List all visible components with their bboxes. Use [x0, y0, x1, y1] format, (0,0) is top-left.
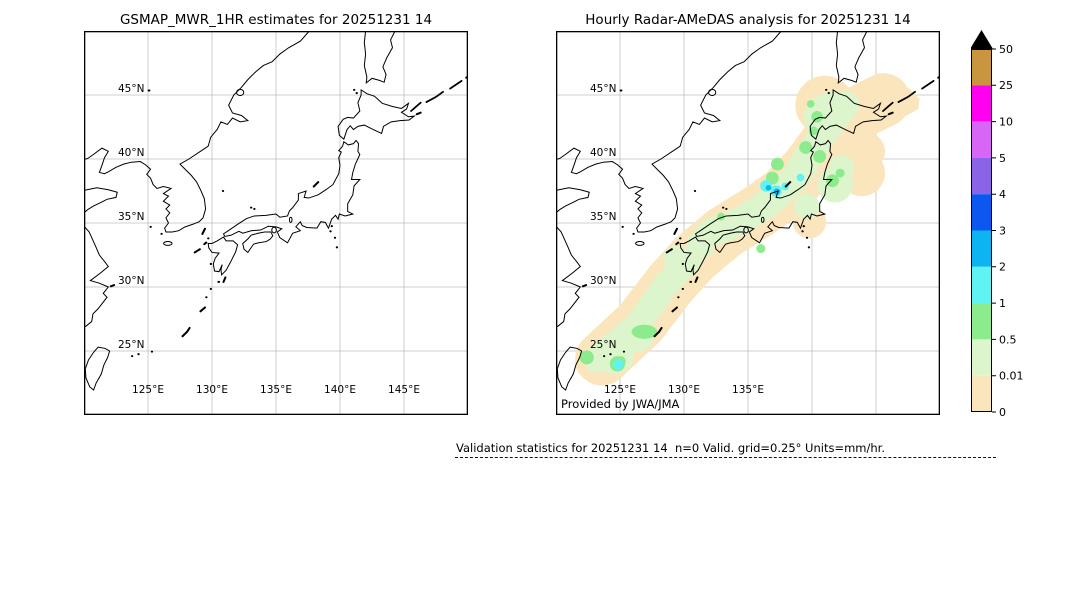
precip-spots-1-2 — [612, 173, 805, 370]
colorbar-overflow-arrow — [971, 30, 993, 49]
lat-label-40n: 40°N — [118, 147, 144, 159]
colorbar-segment — [971, 121, 992, 158]
lat-label-30n: 30°N — [590, 275, 616, 287]
colorbar-outline — [971, 49, 992, 412]
data-credit-text: Provided by JWA/JMA — [561, 397, 680, 411]
colorbar-segment — [971, 266, 992, 304]
colorbar-tick-marks — [992, 48, 996, 413]
colorbar-tick-label: 10 — [999, 116, 1013, 129]
colorbar-tick-label: 4 — [999, 188, 1006, 201]
colorbar-tick-label: 5 — [999, 152, 1006, 165]
left-map-title: GSMAP_MWR_1HR estimates for 20251231 14 — [119, 12, 433, 28]
map-border — [84, 31, 468, 415]
lon-label-125e: 125°E — [132, 384, 164, 396]
colorbar-segment — [971, 339, 992, 376]
lon-label-140e: 140°E — [324, 384, 356, 396]
lat-label-25n: 25°N — [590, 339, 616, 351]
lon-label-130e: 130°E — [196, 384, 228, 396]
colorbar-tick-label: 50 — [999, 43, 1013, 56]
left-map-axis-labels: 45°N 40°N 35°N 30°N 25°N 125°E 130°E 135… — [118, 83, 420, 396]
lat-label-40n: 40°N — [590, 147, 616, 159]
lon-label-145e: 145°E — [388, 384, 420, 396]
colorbar-segments — [971, 49, 992, 412]
grid-lines — [84, 31, 468, 415]
colorbar-segment — [971, 157, 992, 195]
gsmap-map-panel: 45°N 40°N 35°N 30°N 25°N 125°E 130°E 135… — [84, 31, 468, 415]
lat-label-45n: 45°N — [118, 83, 144, 95]
lon-label-130e: 130°E — [668, 384, 700, 396]
right-map-axis-labels: 45°N 40°N 35°N 30°N 25°N 125°E 130°E 135… — [590, 83, 764, 396]
colorbar: 50 25 10 5 4 3 2 1 0.5 0.01 0 — [971, 30, 1024, 416]
colorbar-segment — [971, 49, 992, 86]
colorbar-tick-labels: 50 25 10 5 4 3 2 1 0.5 0.01 0 — [999, 43, 1024, 416]
validation-stats-text: Validation statistics for 20251231 14 n=… — [456, 441, 885, 455]
map-border — [556, 31, 940, 415]
colorbar-segment — [971, 303, 992, 340]
lat-label-25n: 25°N — [118, 339, 144, 351]
separator-dashed-line — [455, 457, 996, 458]
colorbar-segment — [971, 230, 992, 267]
colorbar-segment — [971, 85, 992, 122]
radar-amedas-map-panel: 45°N 40°N 35°N 30°N 25°N 125°E 130°E 135… — [556, 31, 940, 415]
colorbar-segment — [971, 194, 992, 231]
colorbar-tick-label: 0.5 — [999, 333, 1017, 346]
colorbar-tick-label: 25 — [999, 79, 1013, 92]
colorbar-tick-label: 0 — [999, 406, 1006, 416]
lon-label-125e: 125°E — [604, 384, 636, 396]
colorbar-tick-label: 3 — [999, 224, 1006, 237]
colorbar-tick-label: 2 — [999, 261, 1006, 274]
right-map-title: Hourly Radar-AMeDAS analysis for 2025123… — [585, 12, 911, 28]
precipitation-layer — [575, 73, 920, 386]
colorbar-segment — [971, 375, 992, 412]
lat-label-45n: 45°N — [590, 83, 616, 95]
colorbar-tick-label: 1 — [999, 297, 1006, 310]
lon-label-135e: 135°E — [260, 384, 292, 396]
colorbar-tick-label: 0.01 — [999, 370, 1024, 383]
lat-label-30n: 30°N — [118, 275, 144, 287]
lat-label-35n: 35°N — [590, 211, 616, 223]
lat-label-35n: 35°N — [118, 211, 144, 223]
lon-label-135e: 135°E — [732, 384, 764, 396]
